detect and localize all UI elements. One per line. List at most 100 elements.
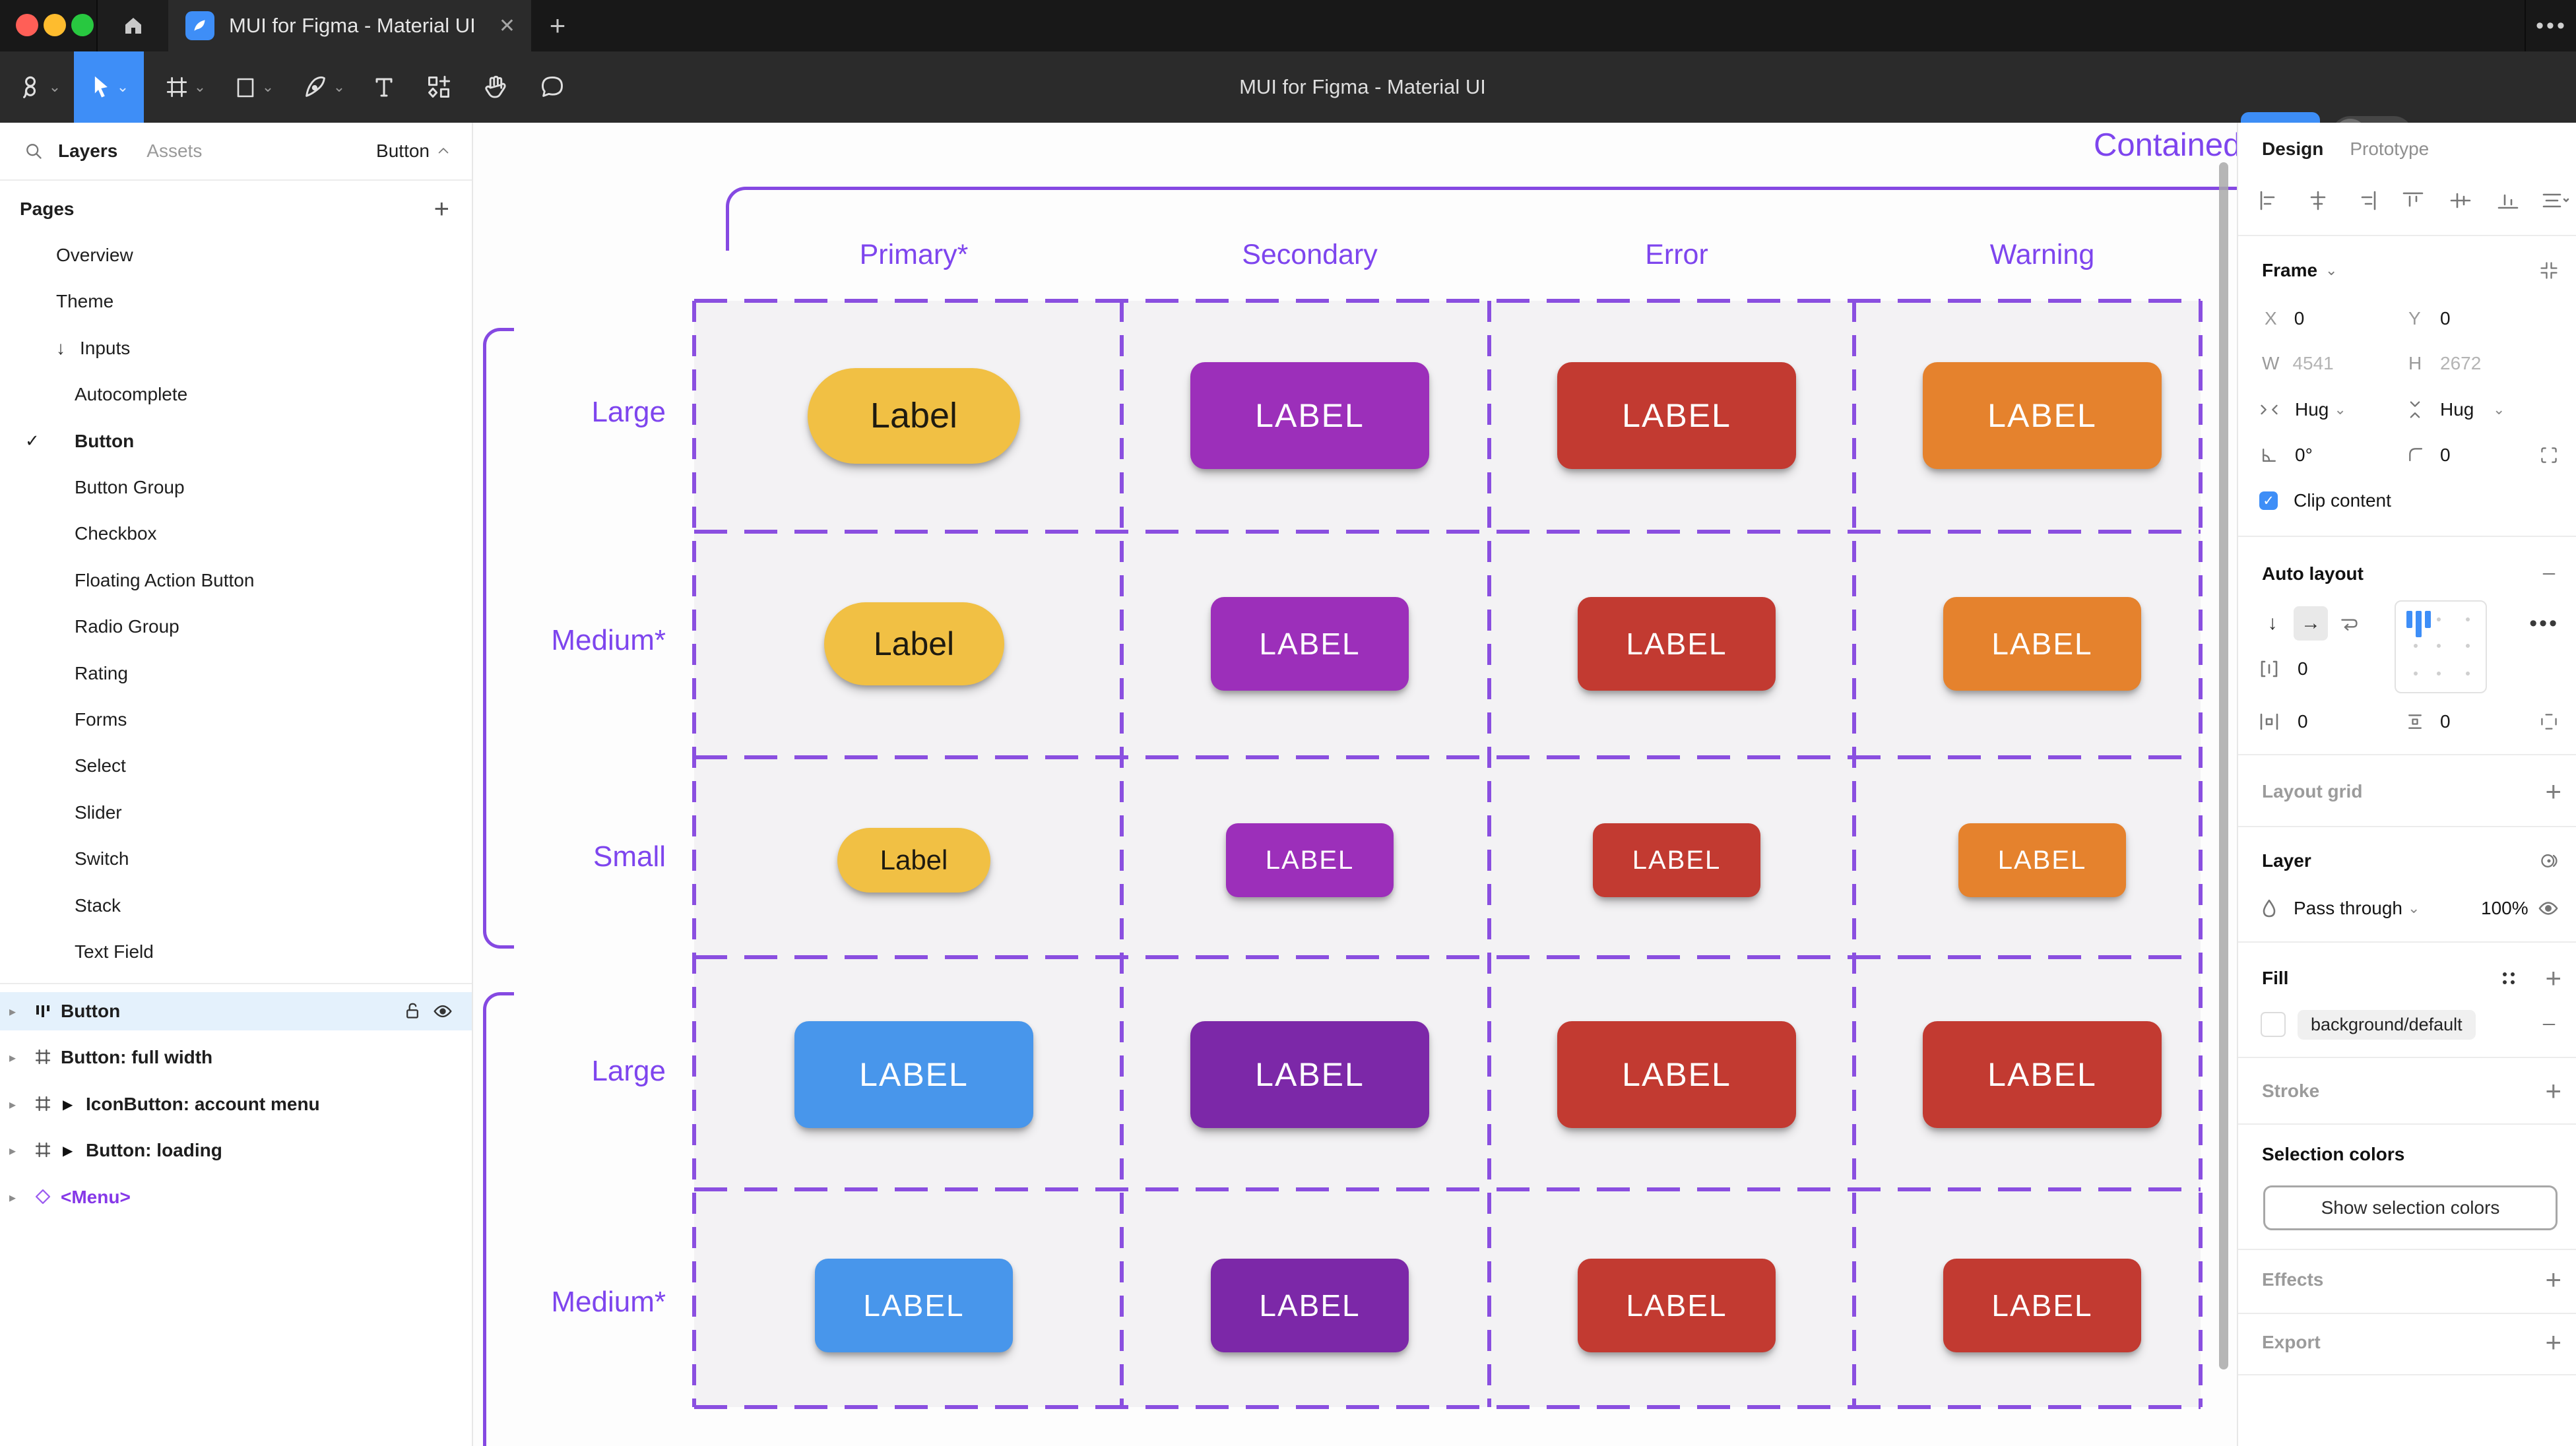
close-tab-icon[interactable]: ✕	[498, 15, 515, 37]
expand-caret-icon[interactable]: ▸	[9, 1190, 16, 1205]
canvas-button-large-error[interactable]: LABEL	[1557, 362, 1796, 469]
frame-header[interactable]: Frame	[2262, 260, 2318, 280]
row-label-large[interactable]: Large	[591, 1055, 666, 1087]
column-header-error[interactable]: Error	[1645, 239, 1708, 270]
add-fill-button[interactable]: +	[2545, 962, 2561, 993]
layer-row-iconbutton-account-menu[interactable]: ▸ ▶ IconButton: account menu	[0, 1085, 472, 1123]
layer-row-button-loading[interactable]: ▸ ▶ Button: loading	[0, 1131, 472, 1170]
column-header-secondary[interactable]: Secondary	[1242, 239, 1378, 270]
align-bottom-icon[interactable]	[2496, 190, 2521, 211]
page-selector[interactable]: Button	[376, 141, 430, 161]
row-label-medium[interactable]: Medium*	[551, 624, 666, 656]
sidebar-page-text-field[interactable]: Text Field	[0, 933, 472, 970]
add-effect-button[interactable]: +	[2545, 1264, 2561, 1295]
x-input[interactable]: 0	[2294, 308, 2305, 329]
auto-layout-alignment-widget[interactable]	[2395, 600, 2487, 693]
expand-caret-icon[interactable]: ▸	[9, 1050, 16, 1065]
canvas-button-medium-error[interactable]: LABEL	[1578, 597, 1776, 691]
rotation-input[interactable]: 0°	[2295, 445, 2313, 465]
opacity-input[interactable]: 100%	[2481, 898, 2528, 918]
canvas-button-medium-error[interactable]: LABEL	[1578, 1259, 1776, 1352]
add-layout-grid-button[interactable]: +	[2545, 776, 2561, 807]
canvas-button-large-warning[interactable]: LABEL	[1923, 1021, 2162, 1128]
column-header-primary[interactable]: Primary*	[859, 239, 969, 270]
canvas-scrollbar[interactable]	[2219, 162, 2228, 1369]
canvas-button-medium-warning[interactable]: LABEL	[1943, 1259, 2141, 1352]
remove-fill-icon[interactable]	[2540, 1016, 2558, 1033]
unlock-icon[interactable]	[404, 1002, 421, 1021]
main-menu-button[interactable]: ⌄	[11, 51, 67, 123]
align-top-icon[interactable]	[2400, 190, 2426, 211]
show-selection-colors-button[interactable]: Show selection colors	[2263, 1185, 2558, 1230]
auto-layout-more-icon[interactable]: •••	[2529, 610, 2559, 636]
comment-tool-button[interactable]	[529, 51, 575, 123]
canvas[interactable]: Contained Primary* Secondary Error Warning …	[473, 123, 2237, 1446]
canvas-button-small-primary[interactable]: Label	[837, 828, 990, 893]
canvas-button-small-error[interactable]: LABEL	[1593, 823, 1760, 897]
tab-assets[interactable]: Assets	[146, 141, 203, 161]
sidebar-page-slider[interactable]: Slider	[0, 794, 472, 831]
canvas-button-large-primary[interactable]: LABEL	[794, 1021, 1033, 1128]
fill-styles-icon[interactable]	[2499, 969, 2518, 988]
tab-overflow-button[interactable]: •••	[2525, 0, 2576, 51]
minimize-window-button[interactable]	[44, 14, 66, 36]
sidebar-page-switch[interactable]: Switch	[0, 840, 472, 877]
remove-auto-layout-icon[interactable]	[2540, 565, 2558, 582]
frame-tool-button[interactable]: ⌄	[156, 51, 215, 123]
align-v-center-icon[interactable]	[2448, 190, 2473, 211]
canvas-button-large-primary[interactable]: Label	[808, 367, 1020, 464]
align-left-icon[interactable]	[2258, 190, 2283, 211]
canvas-button-medium-warning[interactable]: LABEL	[1943, 597, 2141, 691]
gap-input[interactable]: 0	[2298, 658, 2308, 679]
search-icon[interactable]	[24, 141, 44, 161]
instance-marker-icon[interactable]: ▶	[63, 1097, 73, 1112]
w-input[interactable]: 4541	[2292, 353, 2334, 373]
home-tab[interactable]	[96, 0, 170, 51]
expand-caret-icon[interactable]: ▸	[9, 1004, 16, 1019]
canvas-button-large-secondary[interactable]: LABEL	[1190, 362, 1429, 469]
distribute-icon[interactable]	[2540, 190, 2569, 211]
pen-tool-button[interactable]: ⌄	[293, 51, 355, 123]
close-window-button[interactable]	[16, 14, 38, 36]
canvas-button-small-warning[interactable]: LABEL	[1958, 823, 2126, 897]
clip-content-checkbox[interactable]: ✓	[2259, 491, 2278, 510]
zoom-window-button[interactable]	[71, 14, 94, 36]
sidebar-page-select[interactable]: Select	[0, 747, 472, 784]
blend-mode-icon[interactable]	[2539, 851, 2559, 871]
text-tool-button[interactable]	[364, 51, 404, 123]
sidebar-page-inputs[interactable]: ↓ Inputs	[0, 330, 472, 367]
expand-caret-icon[interactable]: ▸	[9, 1143, 16, 1158]
fill-style-chip[interactable]: background/default	[2298, 1009, 2476, 1040]
collapse-frame-icon[interactable]	[2539, 261, 2559, 280]
sidebar-page-theme[interactable]: Theme	[0, 283, 472, 320]
layout-wrap-icon[interactable]	[2332, 606, 2366, 641]
resources-tool-button[interactable]	[416, 51, 462, 123]
tab-prototype[interactable]: Prototype	[2350, 139, 2430, 159]
blend-mode-select[interactable]: Pass through	[2294, 898, 2402, 918]
sidebar-page-forms[interactable]: Forms	[0, 701, 472, 738]
h-padding-input[interactable]: 0	[2298, 711, 2308, 732]
tab-design[interactable]: Design	[2262, 139, 2324, 159]
corner-radius-input[interactable]: 0	[2440, 445, 2451, 465]
canvas-button-small-secondary[interactable]: LABEL	[1226, 823, 1394, 897]
hug-horizontal[interactable]: Hug	[2295, 399, 2329, 420]
column-header-warning[interactable]: Warning	[1989, 239, 2095, 270]
align-right-icon[interactable]	[2353, 190, 2378, 211]
file-tab[interactable]: MUI for Figma - Material UI ✕	[168, 0, 531, 51]
canvas-button-large-error[interactable]: LABEL	[1557, 1021, 1796, 1128]
eye-icon[interactable]	[2538, 900, 2559, 917]
fill-swatch[interactable]	[2261, 1012, 2286, 1037]
add-stroke-button[interactable]: +	[2545, 1075, 2561, 1106]
expand-caret-icon[interactable]: ▸	[9, 1097, 16, 1112]
layer-row--menu-[interactable]: ▸ <Menu>	[0, 1178, 472, 1216]
move-tool-button[interactable]: ⌄	[74, 51, 144, 123]
align-h-center-icon[interactable]	[2305, 190, 2331, 211]
layer-row-button[interactable]: ▸ Button	[0, 992, 472, 1030]
row-label-large[interactable]: Large	[591, 396, 666, 428]
y-input[interactable]: 0	[2440, 308, 2451, 329]
row-label-medium[interactable]: Medium*	[551, 1286, 666, 1318]
frame-title[interactable]: Contained	[2094, 127, 2237, 163]
canvas-button-large-warning[interactable]: LABEL	[1923, 362, 2162, 469]
sidebar-page-stack[interactable]: Stack	[0, 887, 472, 924]
canvas-button-medium-primary[interactable]: Label	[823, 602, 1004, 685]
